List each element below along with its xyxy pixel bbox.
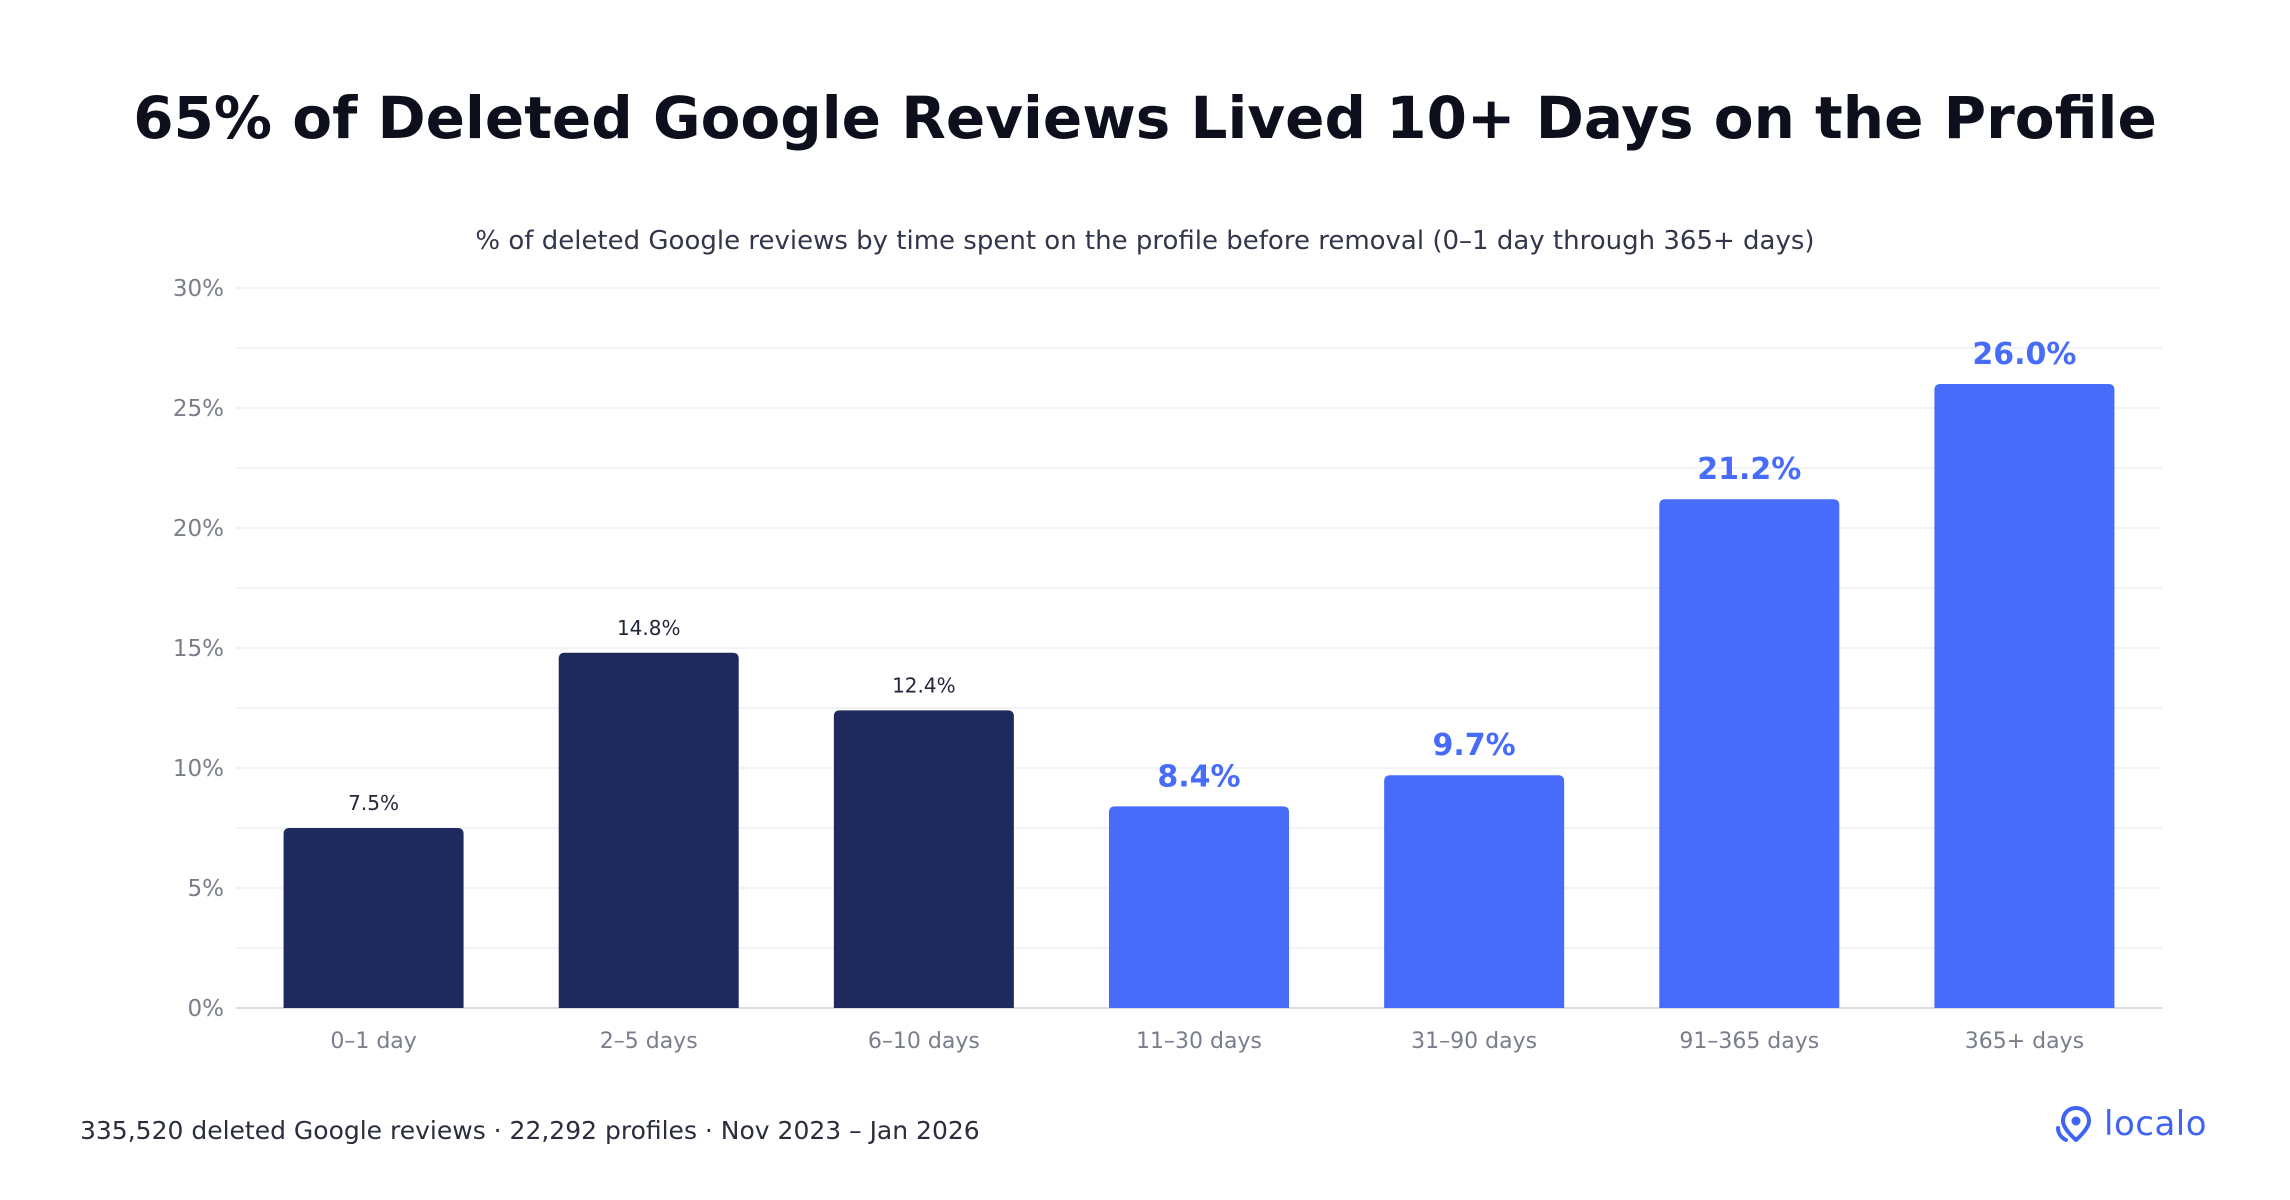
- x-tick-label: 11–30 days: [1136, 1029, 1262, 1054]
- logo-text: localo: [2104, 1104, 2208, 1144]
- bar: [283, 828, 464, 1008]
- localo-logo: localo: [2056, 1104, 2207, 1144]
- bar-value-label: 21.2%: [1697, 452, 1801, 487]
- y-tick-label: 15%: [173, 636, 224, 662]
- y-tick-label: 5%: [188, 876, 225, 902]
- bar-value-label: 14.8%: [617, 616, 681, 640]
- chart-subtitle: % of deleted Google reviews by time spen…: [475, 226, 1815, 256]
- x-tick-label: 0–1 day: [330, 1029, 416, 1054]
- bar: [1384, 775, 1565, 1008]
- data-source-note: 335,520 deleted Google reviews · 22,292 …: [80, 1116, 980, 1145]
- y-tick-label: 30%: [173, 276, 224, 302]
- bar-value-label: 9.7%: [1433, 728, 1516, 763]
- x-tick-label: 2–5 days: [600, 1029, 698, 1054]
- bar-value-label: 26.0%: [1972, 337, 2076, 372]
- y-tick-label: 25%: [173, 396, 224, 422]
- x-tick-label: 31–90 days: [1411, 1029, 1537, 1054]
- x-tick-label: 91–365 days: [1679, 1029, 1819, 1054]
- bar: [1109, 806, 1289, 1008]
- chart-title: 65% of Deleted Google Reviews Lived 10+ …: [133, 84, 2157, 152]
- bar: [1934, 384, 2115, 1008]
- location-pin-icon: [2056, 1106, 2091, 1142]
- bar-value-label: 7.5%: [348, 791, 399, 815]
- y-tick-label: 0%: [188, 996, 225, 1022]
- y-tick-label: 10%: [173, 756, 224, 782]
- bar-value-label: 8.4%: [1157, 759, 1240, 794]
- y-tick-label: 20%: [173, 516, 224, 542]
- bar: [833, 710, 1014, 1008]
- x-tick-label: 365+ days: [1965, 1029, 2084, 1054]
- bar-value-label: 12.4%: [892, 673, 956, 697]
- bar: [558, 652, 739, 1008]
- x-tick-label: 6–10 days: [868, 1029, 980, 1054]
- bar: [1659, 499, 1840, 1008]
